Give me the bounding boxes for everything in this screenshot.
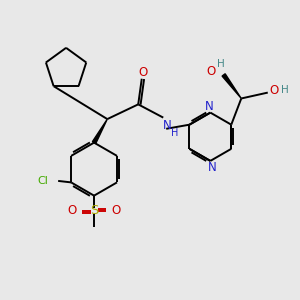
Polygon shape	[222, 74, 241, 98]
Text: H: H	[281, 85, 289, 95]
Text: H: H	[217, 59, 224, 69]
Text: Cl: Cl	[38, 176, 48, 186]
Text: N: N	[205, 100, 213, 112]
Text: O: O	[68, 205, 77, 218]
Text: N: N	[162, 119, 171, 132]
Text: O: O	[111, 205, 121, 218]
Text: O: O	[138, 66, 148, 79]
Text: S: S	[90, 205, 98, 218]
Text: N: N	[208, 161, 216, 174]
Text: H: H	[171, 128, 178, 138]
Text: O: O	[206, 64, 215, 78]
Text: O: O	[270, 84, 279, 97]
Polygon shape	[92, 119, 107, 144]
